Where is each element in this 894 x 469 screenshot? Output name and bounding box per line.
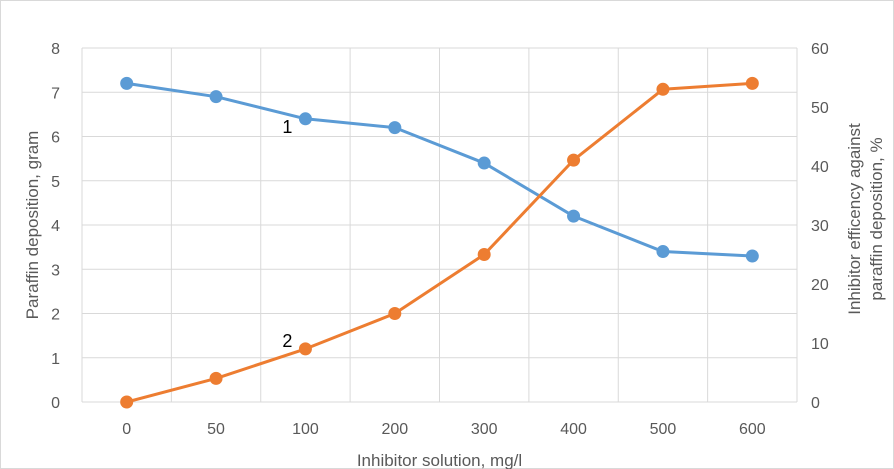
y-tick-label: 7: [51, 85, 60, 102]
x-tick-label: 400: [560, 421, 587, 438]
series-line-2: [126, 81, 753, 404]
x-tick-label: 600: [739, 421, 766, 438]
data-point-series-1: [209, 90, 223, 104]
x-axis-title: Inhibitor solution, mg/l: [357, 451, 522, 469]
y-tick-label: 3: [51, 262, 60, 279]
y-tick-label: 2: [51, 307, 60, 324]
x-tick-label: 0: [122, 421, 131, 438]
x-tick-label: 300: [471, 421, 498, 438]
data-point-series-1: [745, 249, 759, 263]
y2-tick-label: 10: [811, 336, 829, 353]
y-tick-label: 5: [51, 174, 60, 191]
series-annotation-1: 1: [282, 117, 292, 137]
data-point-series-2: [298, 342, 312, 356]
y2-tick-label: 50: [811, 100, 829, 117]
y2-tick-label: 0: [811, 395, 820, 412]
data-point-series-2: [656, 82, 670, 96]
y-tick-label: 0: [51, 395, 60, 412]
data-point-series-1: [388, 121, 402, 135]
data-point-series-2: [745, 76, 759, 90]
y2-tick-label: 20: [811, 277, 829, 294]
data-point-series-2: [567, 153, 581, 167]
y2-tick-label: 40: [811, 159, 829, 176]
data-point-series-1: [120, 76, 134, 90]
data-point-series-1: [567, 209, 581, 223]
y2-tick-label: 60: [811, 41, 829, 58]
y-tick-label: 8: [51, 41, 60, 58]
data-point-series-2: [388, 307, 402, 320]
x-tick-label: 50: [207, 421, 225, 438]
y2-axis-title-line1: Inhibitor efficency against: [845, 123, 864, 315]
data-point-series-1: [656, 245, 670, 259]
y2-tick-label: 30: [811, 218, 829, 235]
y-tick-label: 6: [51, 130, 60, 147]
y-axis-title: Paraffin deposition, gram: [23, 131, 42, 320]
data-point-series-2: [120, 395, 134, 409]
y-tick-label: 4: [51, 218, 60, 235]
data-point-series-2: [209, 371, 223, 385]
data-point-series-2: [477, 248, 491, 261]
x-tick-label: 500: [650, 421, 677, 438]
data-point-series-1: [477, 156, 491, 170]
y-tick-label: 1: [51, 351, 60, 368]
x-tick-label: 100: [292, 421, 319, 438]
y2-axis-title-line2: paraffin deposition, %: [867, 137, 886, 300]
data-point-series-1: [298, 112, 312, 126]
x-tick-label: 200: [381, 421, 408, 438]
series-line-1: [126, 81, 753, 258]
series-annotation-2: 2: [282, 331, 292, 351]
